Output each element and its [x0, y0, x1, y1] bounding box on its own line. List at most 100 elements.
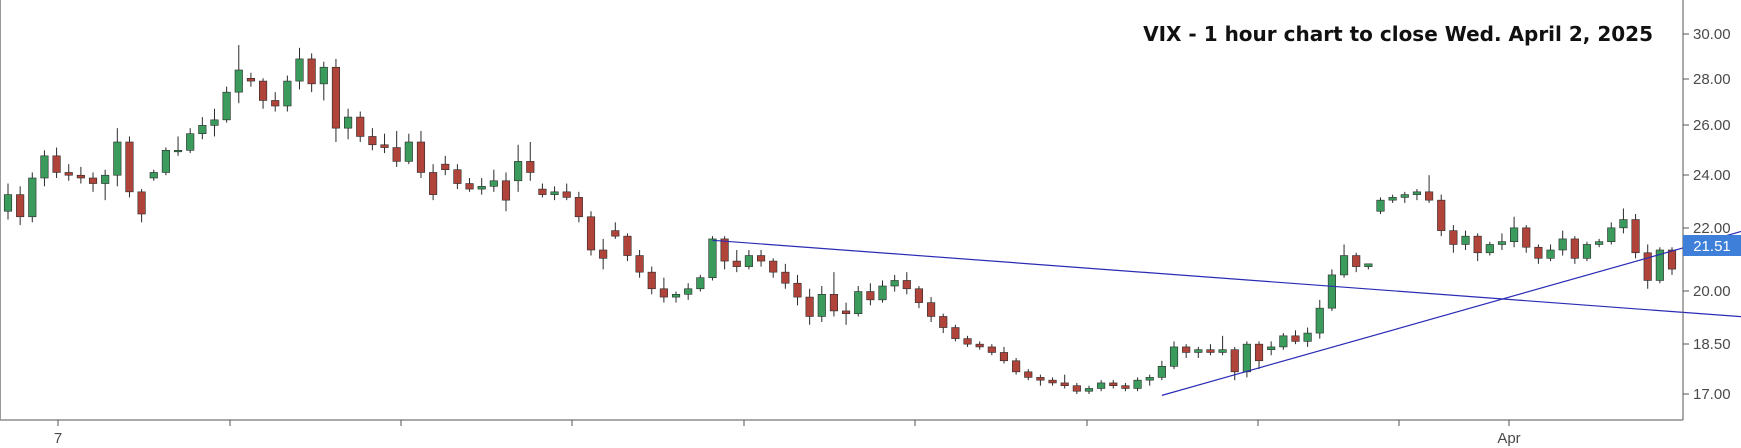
candle [368, 128, 377, 151]
candle [902, 272, 911, 295]
candle [987, 344, 996, 356]
candle [1522, 225, 1531, 253]
candle-body-up [1388, 197, 1397, 201]
candle [271, 92, 280, 112]
candle-body-down [756, 255, 766, 262]
candle-body-up [744, 255, 753, 267]
candle-body-up [149, 172, 158, 179]
candle-body-up [198, 125, 207, 134]
y-tick-label: 18.50 [1693, 336, 1731, 353]
candle [113, 128, 122, 187]
candle-body-up [3, 194, 13, 212]
candle [854, 286, 863, 317]
candle-body-down [1570, 238, 1579, 259]
candle-body-down [1291, 335, 1300, 342]
candle-body-down [781, 271, 790, 284]
candle [1012, 358, 1021, 375]
candle [562, 183, 571, 201]
candle [501, 172, 511, 212]
candle-body-down [1522, 227, 1531, 248]
candle-body-down [453, 169, 462, 184]
candle [1327, 269, 1336, 311]
candle [1667, 247, 1677, 275]
candle-body-up [186, 133, 195, 151]
candle-body-down [538, 188, 547, 195]
candle [429, 164, 438, 201]
candle-body-up [161, 150, 170, 173]
candle [76, 166, 85, 184]
candle-body-down [623, 235, 632, 256]
candle [1169, 341, 1179, 370]
candle [963, 335, 972, 347]
candle [453, 164, 462, 190]
candle-body-down [999, 352, 1009, 362]
candle [1534, 244, 1543, 264]
candle-body-down [1437, 199, 1446, 231]
candle-body-down [526, 161, 535, 173]
candle [1388, 194, 1397, 203]
candle-body-up [1157, 366, 1166, 378]
candle [1619, 208, 1628, 234]
candle-body-down [52, 155, 61, 173]
candle [635, 250, 644, 278]
candle-body-down [392, 147, 401, 162]
candle-body-up [708, 238, 717, 278]
candle [1036, 374, 1045, 386]
candle [1206, 344, 1215, 356]
candle [307, 53, 316, 93]
candle [1072, 382, 1081, 394]
candle-body-up [684, 288, 693, 295]
candle-body-down [246, 78, 255, 82]
candle-body-up [40, 155, 49, 179]
candle [1364, 263, 1373, 270]
candle [708, 236, 717, 281]
candle-body-up [283, 80, 292, 107]
candle [538, 183, 547, 198]
candle-body-up [1619, 219, 1628, 229]
candle [1437, 194, 1446, 237]
candle [927, 297, 936, 322]
candle [1254, 341, 1264, 370]
candle [88, 172, 98, 192]
candle-body-down [416, 141, 426, 173]
candle-body-up [1084, 388, 1094, 392]
candle [574, 191, 583, 223]
candle-body-up [173, 150, 183, 153]
candle [40, 150, 49, 187]
candle-body-down [88, 177, 98, 184]
candle [1461, 230, 1470, 250]
candle-body-up [550, 191, 559, 195]
candle [149, 169, 158, 181]
candle [319, 61, 328, 101]
candle-body-up [28, 177, 37, 218]
candle [975, 341, 984, 350]
candle-body-down [951, 327, 960, 339]
candle [939, 313, 948, 334]
candle [234, 45, 243, 104]
candle-body-down [259, 80, 268, 101]
x-tick-label: Apr [1497, 430, 1520, 447]
candle-body-down [574, 197, 583, 218]
candle-body-down [914, 288, 924, 303]
candle [769, 258, 778, 278]
candle-body-down [1473, 235, 1482, 254]
candle-body-down [1182, 346, 1191, 353]
candle [696, 274, 705, 292]
candle [1157, 360, 1166, 381]
candle [732, 250, 741, 273]
candle-body-up [1303, 332, 1312, 342]
candle-body-up [878, 285, 887, 301]
candle [477, 178, 486, 195]
candle [1194, 346, 1203, 358]
candle [1218, 335, 1227, 356]
candle [331, 58, 341, 142]
price-tag-background [1683, 235, 1741, 256]
candle-body-up [319, 66, 328, 85]
candle [1109, 380, 1118, 389]
candle-body-up [295, 58, 304, 82]
candle [52, 147, 61, 178]
candle-body-up [477, 186, 486, 190]
candle [623, 233, 632, 262]
candle-body-down [1254, 343, 1264, 362]
